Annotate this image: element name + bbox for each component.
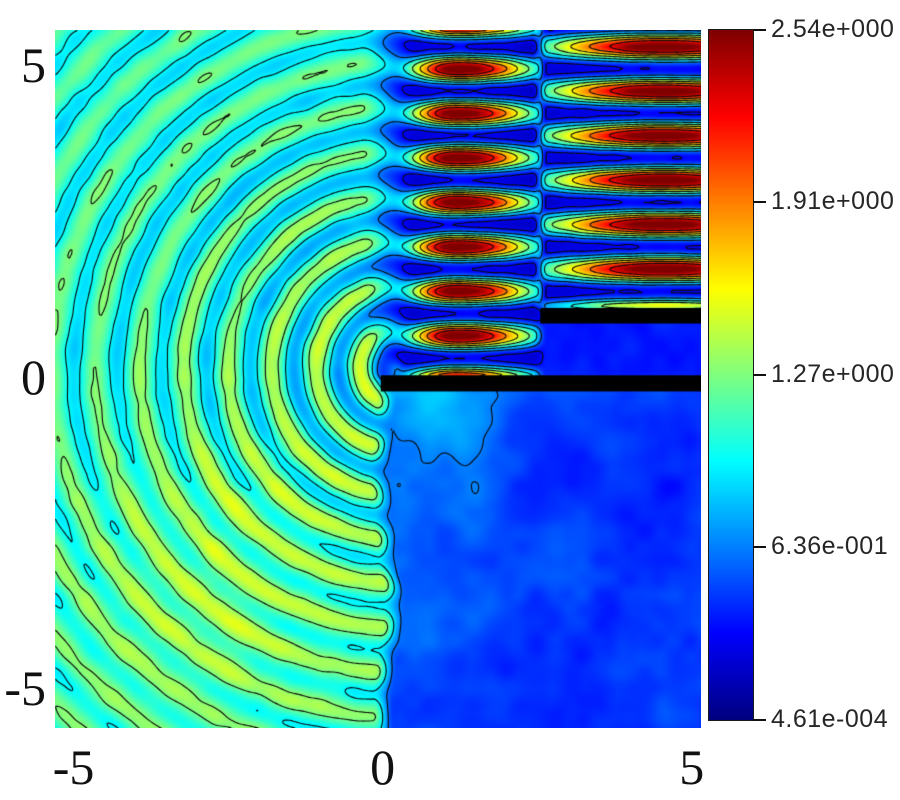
y-tick-label-0: 0 [21,348,46,405]
colorbar-tick-2 [753,373,766,376]
colorbar-tick-4 [753,719,766,721]
x-tick-label-neg5: -5 [52,739,95,795]
y-tick-label-5: 5 [21,36,46,93]
x-tick-label-0: 0 [370,739,396,795]
colorbar-tick-label-2: 1.27e+000 [771,359,895,388]
colorbar-gradient [708,29,754,721]
colorbar-tick-label-1: 1.91e+000 [771,187,895,216]
colorbar-tick-label-4: 4.61e-004 [771,704,889,733]
y-tick-label-neg5: -5 [4,660,46,717]
x-tick-label-5: 5 [679,739,705,795]
colorbar-tick-0 [753,29,766,31]
colorbar-tick-label-3: 6.36e-001 [771,532,889,561]
colorbar [708,29,754,721]
colorbar-tick-1 [753,201,766,204]
heatmap-canvas [55,30,701,728]
colorbar-tick-label-0: 2.54e+000 [771,14,895,43]
colorbar-tick-3 [753,546,766,549]
